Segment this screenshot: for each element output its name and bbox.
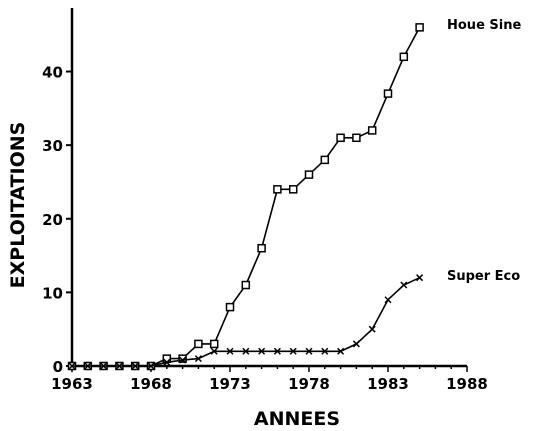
data-point (100, 362, 108, 370)
data-point (68, 362, 76, 370)
data-point (321, 347, 329, 355)
data-point (289, 347, 297, 355)
data-point (194, 339, 203, 349)
data-point (226, 347, 234, 355)
data-point (384, 296, 392, 304)
data-point (131, 362, 139, 370)
series-line (72, 276, 420, 367)
series-line (72, 27, 421, 367)
x-tick-label: 1963 (51, 375, 93, 393)
x-tick-label: 1988 (446, 375, 488, 393)
y-tick-label: 10 (42, 284, 63, 302)
data-point (273, 347, 281, 355)
y-tick-label: 30 (42, 137, 63, 155)
data-point (416, 274, 424, 282)
data-point (273, 185, 282, 194)
data-point (163, 358, 171, 366)
data-point (242, 347, 250, 355)
y-axis-title: EXPLOITATIONS (7, 122, 29, 289)
data-point (225, 302, 235, 312)
y-tick-label: 0 (53, 358, 63, 376)
x-tick-label: 1973 (209, 375, 251, 393)
y-axis-ticks: 0 10 20 30 40 (42, 64, 72, 376)
data-point (288, 185, 298, 194)
series-label-houe-sine: Houe Sine (447, 18, 521, 33)
data-point (320, 155, 330, 165)
data-point (304, 170, 314, 179)
data-point (179, 356, 187, 364)
data-point (115, 362, 123, 370)
data-point (415, 23, 424, 32)
data-point (84, 362, 92, 370)
data-point (257, 243, 266, 253)
x-tick-label: 1983 (367, 375, 409, 393)
data-point (352, 133, 361, 143)
x-axis-title: ANNEES (254, 408, 340, 430)
data-point (258, 347, 266, 355)
data-point (305, 347, 313, 355)
series-houe-sine (67, 23, 424, 371)
data-point (337, 347, 345, 355)
data-point (147, 362, 155, 370)
series-super-eco (68, 274, 424, 370)
data-point (210, 347, 218, 355)
y-tick-label: 20 (42, 211, 63, 229)
data-point (400, 281, 408, 289)
data-point (194, 355, 202, 363)
data-point (399, 52, 409, 62)
data-point (368, 325, 376, 333)
series-label-super-eco: Super Eco (447, 269, 520, 284)
data-point (209, 339, 219, 349)
series-layer (67, 23, 424, 371)
x-tick-label: 1968 (130, 375, 172, 393)
data-point (352, 340, 360, 348)
data-point (178, 354, 187, 363)
data-point (336, 133, 345, 143)
x-tick-label: 1978 (288, 375, 330, 393)
data-point (162, 354, 172, 363)
y-tick-label: 40 (42, 64, 63, 82)
data-point (383, 89, 393, 98)
data-point (241, 280, 251, 290)
data-point (367, 126, 377, 135)
